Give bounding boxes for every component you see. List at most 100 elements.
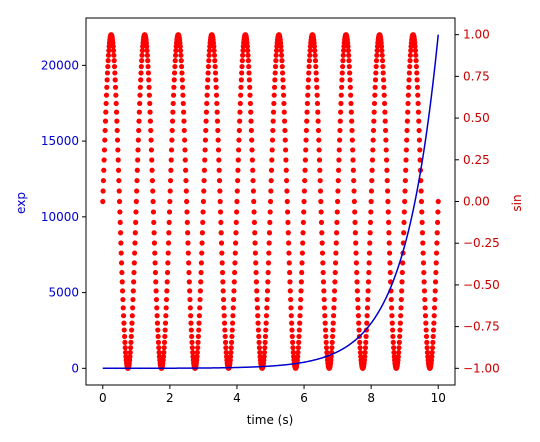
sin-point (278, 52, 285, 58)
sin-point (336, 167, 342, 173)
sin-point (216, 177, 223, 184)
sin-point (238, 77, 244, 83)
sin-point (407, 58, 413, 64)
sin-point (239, 63, 245, 70)
sin-point (318, 219, 325, 226)
sin-point (314, 92, 320, 98)
sin-point (379, 58, 386, 64)
sin-point (272, 70, 278, 76)
sin-point (304, 109, 310, 115)
sin-point (167, 177, 174, 184)
sin-point (285, 230, 291, 236)
right-y-tick-label: 0.50 (463, 111, 490, 125)
sin-point (221, 320, 228, 326)
sin-point (282, 137, 288, 143)
sin-point (290, 339, 296, 345)
sin-point (289, 327, 295, 333)
sin-point (169, 137, 175, 143)
sin-point (300, 240, 306, 246)
sin-point (302, 167, 308, 173)
sin-point (128, 339, 134, 345)
sin-point (320, 269, 326, 276)
sin-point (255, 327, 262, 333)
sin-point (339, 77, 345, 83)
sin-point (135, 157, 141, 163)
sin-point (201, 188, 207, 194)
sin-point (104, 84, 110, 90)
sin-point (217, 198, 223, 205)
sin-point (363, 339, 369, 345)
sin-point (219, 269, 226, 276)
sin-point (246, 63, 252, 70)
sin-point (295, 345, 301, 351)
sin-point (172, 52, 179, 58)
sin-point (203, 109, 210, 115)
sin-point (171, 70, 178, 76)
sin-point (240, 47, 246, 54)
sin-point (386, 230, 392, 236)
sin-point (153, 279, 159, 285)
sin-point (414, 77, 420, 83)
sin-point (182, 157, 188, 163)
sin-point (220, 296, 227, 303)
sin-point (104, 77, 110, 83)
sin-point (320, 279, 327, 285)
sin-point (131, 279, 137, 285)
sin-point (400, 260, 406, 266)
sin-point (222, 333, 228, 340)
sin-point (250, 167, 256, 173)
sin-point (362, 345, 369, 351)
sin-point (232, 269, 238, 276)
sin-point (268, 177, 274, 184)
sin-point (168, 147, 175, 153)
sin-point (384, 177, 390, 184)
sin-point (200, 209, 206, 215)
sin-point (287, 269, 293, 276)
sin-point (231, 296, 237, 303)
sin-point (147, 109, 153, 115)
sin-point (150, 209, 157, 215)
sin-point (379, 52, 385, 58)
sin-point (298, 296, 304, 303)
sin-point (296, 339, 302, 345)
sin-point (417, 157, 423, 163)
sin-point (204, 92, 210, 98)
sin-point (237, 118, 243, 124)
sin-point (182, 147, 188, 153)
sin-point (155, 327, 161, 333)
sin-point (247, 84, 253, 90)
sin-point (431, 313, 437, 319)
sin-point (319, 250, 326, 256)
sin-point (236, 147, 242, 153)
sin-point (412, 47, 419, 54)
sin-point (281, 118, 288, 124)
sin-point (221, 305, 227, 311)
sin-point (122, 339, 128, 345)
left-y-tick-label: 5000 (48, 286, 79, 300)
sin-point (247, 92, 253, 98)
sin-point (303, 127, 309, 134)
sin-point (232, 250, 238, 256)
sin-point (317, 177, 323, 184)
sin-point (147, 118, 154, 124)
sin-point (164, 288, 170, 294)
sin-point (212, 58, 218, 64)
sin-point (106, 47, 112, 54)
sin-point (278, 47, 284, 54)
sin-point (146, 92, 152, 98)
sin-point (229, 320, 236, 326)
sin-point (161, 345, 167, 351)
sin-point (306, 63, 312, 70)
sin-point (194, 354, 200, 360)
sin-point (265, 260, 272, 266)
sin-point (354, 279, 360, 285)
sin-point (145, 70, 151, 76)
sin-point (422, 296, 428, 303)
sin-point (199, 240, 205, 246)
sin-point (270, 127, 276, 134)
sin-point (421, 288, 428, 294)
sin-point (385, 209, 391, 215)
sin-point (178, 52, 184, 58)
sin-point (273, 52, 279, 58)
sin-point (229, 333, 235, 340)
